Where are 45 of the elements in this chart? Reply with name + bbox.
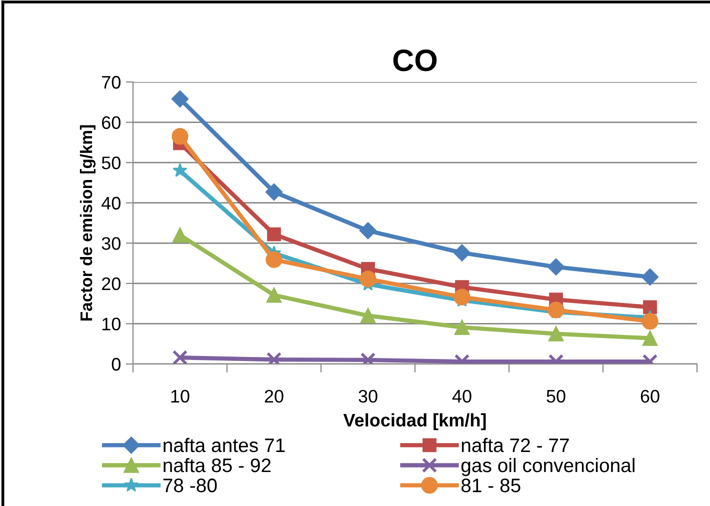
point [454, 320, 470, 335]
point [265, 183, 283, 201]
y-tick-label: 40 [102, 196, 120, 210]
point [641, 268, 659, 286]
y-tick-label: 10 [102, 318, 120, 330]
chart-title: CO [393, 50, 437, 72]
legend-label: gas oil convencional [461, 458, 634, 476]
x-tick-label: 20 [264, 390, 284, 403]
point [454, 288, 470, 306]
point [547, 258, 565, 276]
y-tick-label: 30 [102, 237, 120, 250]
point [267, 227, 281, 242]
legend-label: nafta 85 - 92 [164, 458, 271, 472]
x-tick-label: 50 [546, 390, 566, 403]
point [172, 350, 188, 364]
point [359, 222, 377, 240]
point [548, 302, 564, 318]
y-tick-label: 20 [102, 277, 120, 290]
x-tick-label: 40 [452, 390, 472, 403]
point [642, 312, 658, 330]
point [643, 300, 657, 314]
legend-label: 81 - 85 [461, 478, 520, 492]
y-tick-label: 60 [102, 116, 120, 130]
x-tick-label: 10 [171, 390, 190, 403]
point [548, 326, 564, 342]
legend-label: 78 -80 [163, 478, 217, 492]
x-axis-title: Velocidad [km/h] [343, 413, 486, 430]
x-tick-label: 60 [640, 390, 660, 403]
x-tick-label: 30 [358, 390, 378, 403]
point [172, 227, 188, 243]
legend-label: nafta antes 71 [164, 438, 285, 452]
legend-label: nafta 72 - 77 [462, 438, 569, 452]
point [453, 244, 471, 262]
point [266, 287, 282, 303]
point [360, 308, 376, 324]
point [360, 270, 376, 288]
y-tick-label: 70 [102, 76, 120, 89]
point [172, 162, 188, 177]
point [171, 90, 189, 108]
point [266, 251, 282, 268]
point [642, 330, 658, 346]
point [172, 128, 188, 145]
y-axis-title: Factor de emision [g/km] [80, 125, 96, 321]
y-tick-label: 50 [102, 156, 120, 170]
y-tick-label: 0 [112, 358, 120, 371]
